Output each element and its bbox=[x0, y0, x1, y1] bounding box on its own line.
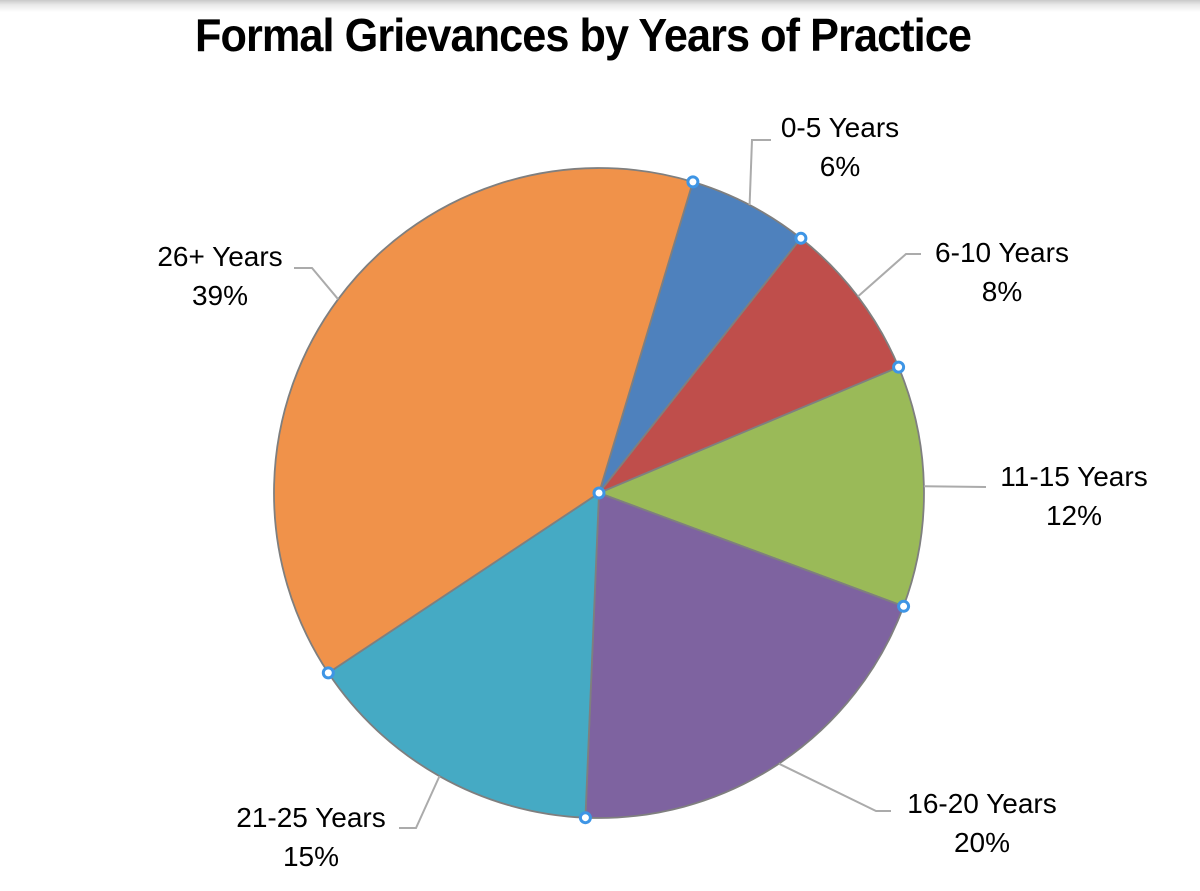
slice-label-percent: 39% bbox=[191, 280, 249, 311]
pie-slice-21-25-years[interactable] bbox=[327, 492, 600, 819]
top-edge-shadow bbox=[0, 0, 1200, 12]
slice-label-percent: 8% bbox=[981, 276, 1023, 307]
leader-line-11-15-years bbox=[923, 485, 987, 488]
slice-label-26-plus-years[interactable]: 26+ Years 39% bbox=[157, 237, 282, 315]
slice-label-name: 6-10 Years bbox=[935, 237, 1069, 268]
slice-label-16-20-years[interactable]: 16-20 Years 20% bbox=[907, 784, 1056, 862]
pie-slice-6-10-years[interactable] bbox=[598, 237, 900, 494]
slice-label-0-5-years[interactable]: 0-5 Years 6% bbox=[781, 108, 899, 186]
selection-handle[interactable] bbox=[578, 811, 592, 825]
selection-handle-center[interactable] bbox=[592, 486, 606, 500]
slice-label-name: 21-25 Years bbox=[236, 802, 386, 833]
leader-line-26-plus-years bbox=[294, 267, 339, 300]
leader-line-6-10-years bbox=[857, 253, 921, 298]
slice-label-name: 0-5 Years bbox=[780, 112, 900, 143]
selection-handle[interactable] bbox=[892, 360, 906, 374]
leader-line-0-5-years bbox=[748, 139, 771, 206]
slice-label-6-10-years[interactable]: 6-10 Years 8% bbox=[935, 233, 1069, 311]
selection-handle[interactable] bbox=[686, 175, 700, 189]
slice-label-percent: 20% bbox=[953, 827, 1011, 858]
chart-title[interactable]: Formal Grievances by Years of Practice bbox=[195, 9, 972, 61]
pie-slice-26-plus-years[interactable] bbox=[273, 167, 694, 674]
slice-label-name: 11-15 Years bbox=[1000, 461, 1148, 492]
leader-line-16-20-years bbox=[778, 762, 891, 812]
slice-label-percent: 15% bbox=[282, 841, 340, 872]
selection-handle[interactable] bbox=[897, 599, 911, 613]
slice-label-11-15-years[interactable]: 11-15 Years 12% bbox=[1000, 457, 1147, 535]
leader-line-21-25-years bbox=[399, 775, 441, 829]
slice-label-name: 26+ Years bbox=[157, 241, 283, 272]
slice-label-21-25-years[interactable]: 21-25 Years 15% bbox=[236, 798, 385, 876]
slice-label-percent: 6% bbox=[819, 151, 861, 182]
pie-slice-11-15-years[interactable] bbox=[598, 366, 925, 608]
slice-label-percent: 12% bbox=[1045, 500, 1103, 531]
selection-handle[interactable] bbox=[794, 231, 808, 245]
pie-slice-16-20-years[interactable] bbox=[584, 492, 905, 819]
slice-label-name: 16-20 Years bbox=[907, 788, 1057, 819]
selection-handle[interactable] bbox=[321, 666, 335, 680]
